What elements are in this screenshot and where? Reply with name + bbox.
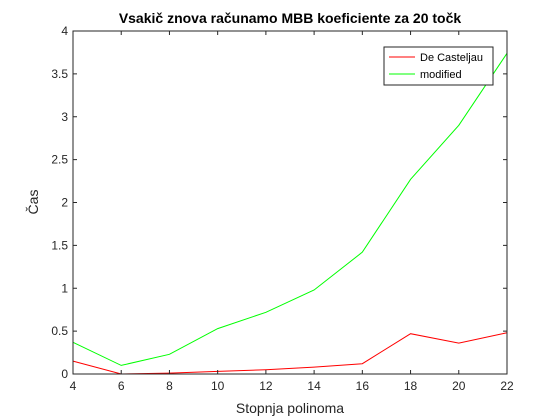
y-tick-label: 1.5 xyxy=(51,238,68,252)
y-tick-label: 0 xyxy=(61,367,68,381)
x-tick-label: 6 xyxy=(118,379,125,393)
x-tick-label: 20 xyxy=(452,379,466,393)
x-tick-label: 22 xyxy=(500,379,514,393)
x-tick-label: 4 xyxy=(70,379,77,393)
x-tick-label: 10 xyxy=(211,379,225,393)
y-tick-label: 2 xyxy=(61,196,68,210)
ticks-layer: 4 6 8 10 12 14 16 18 20 22 0 0.5 1 1.5 2 2.5 3 3.5 4 xyxy=(51,24,514,393)
series-line-2 xyxy=(72,53,508,366)
y-tick-label: 3 xyxy=(61,110,68,124)
x-axis-label: Stopnja polinoma xyxy=(236,400,344,416)
legend-entry: modified xyxy=(420,69,462,81)
plot-area xyxy=(73,31,507,374)
x-tick-label: 12 xyxy=(259,379,273,393)
x-tick-label: 18 xyxy=(404,379,418,393)
y-tick-label: 4 xyxy=(61,24,68,38)
legend-box xyxy=(383,46,494,86)
chart-title: Vsakič znova računamo MBB koeficiente za… xyxy=(119,10,462,26)
legend-entry: De Casteljau xyxy=(420,52,483,64)
y-tick-label: 0.5 xyxy=(51,324,68,338)
y-tick-label: 1 xyxy=(61,281,68,295)
x-tick-label: 8 xyxy=(166,379,173,393)
y-tick-label: 3.5 xyxy=(51,67,68,81)
x-tick-label: 16 xyxy=(356,379,370,393)
x-tick-label: 14 xyxy=(307,379,321,393)
legend: De Casteljau modified xyxy=(383,46,494,86)
y-axis-label: Čas xyxy=(25,190,41,215)
y-tick-label: 2.5 xyxy=(51,153,68,167)
